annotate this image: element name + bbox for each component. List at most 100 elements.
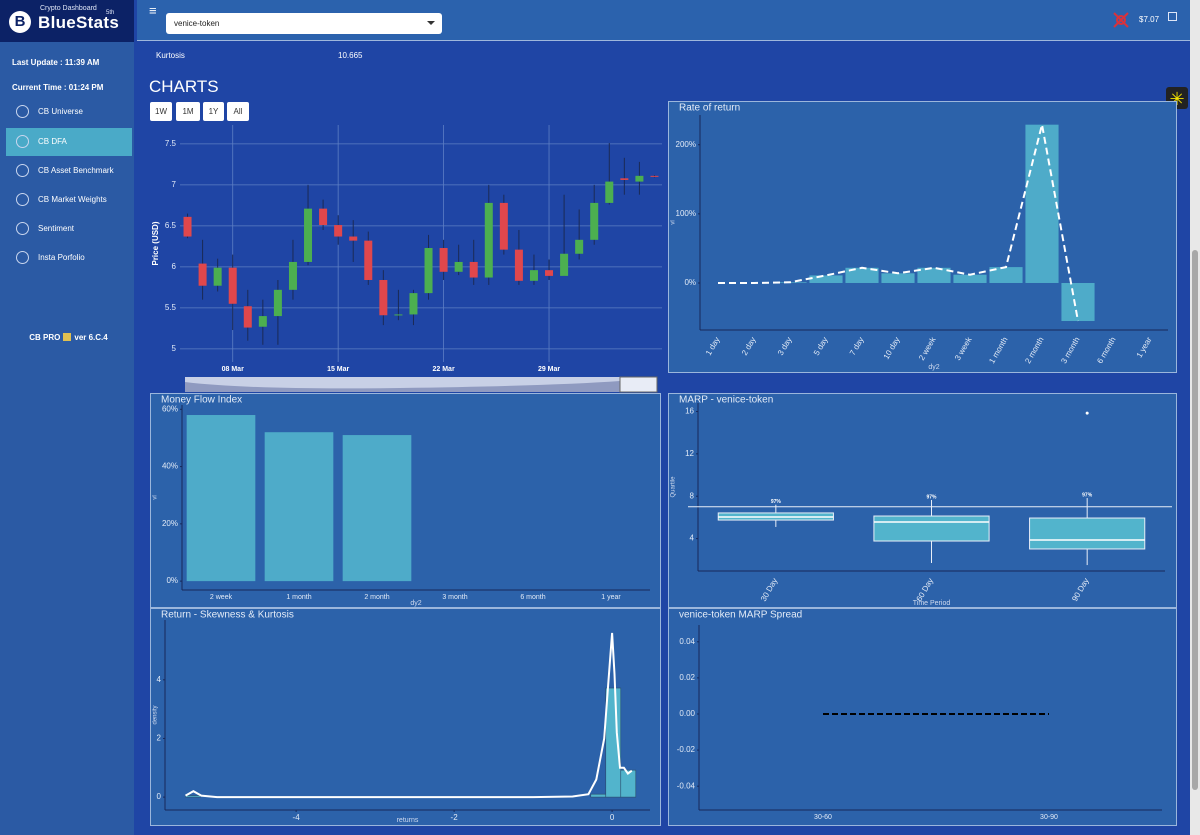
panel [668, 608, 1177, 826]
y-tick-label: 40% [162, 462, 178, 471]
candle-body [545, 270, 554, 276]
y-tick-label: 60% [162, 404, 178, 413]
stats-row: Kurtosis 10.665 [148, 42, 1176, 68]
candle-body [409, 293, 418, 315]
nav-icon [16, 164, 29, 177]
candle-body [334, 225, 343, 237]
range-button[interactable]: 1W [150, 102, 172, 121]
bar [989, 267, 1023, 283]
bar [917, 267, 951, 283]
x-tick-label: -2 [451, 813, 459, 822]
outlier [1085, 411, 1089, 415]
slider-window[interactable] [619, 376, 658, 393]
nav-item[interactable]: CB Asset Benchmark [6, 157, 132, 185]
candle-body [454, 261, 463, 272]
nav-label: Sentiment [38, 224, 75, 233]
candle-body [379, 279, 388, 316]
x-axis-label: dy2 [410, 600, 421, 607]
nav-label: CB Market Weights [38, 195, 107, 204]
candle-body [590, 202, 599, 240]
brand-subtitle: Crypto Dashboard [40, 5, 97, 12]
candle-body [424, 248, 433, 294]
nav-icon [16, 222, 29, 235]
nav-label: CB Asset Benchmark [38, 166, 114, 175]
version: CB PRO ver 6.C.4 [0, 333, 137, 342]
nav-item[interactable]: CB Universe [6, 98, 132, 126]
nav-item[interactable]: Insta Porfolio [6, 244, 132, 272]
chart-title: Money Flow Index [161, 395, 242, 406]
version-name: CB PRO [29, 333, 61, 342]
candle-body [605, 181, 614, 203]
y-tick-label: 0.04 [679, 637, 695, 646]
candle-body [469, 261, 478, 278]
candle-body [213, 267, 222, 286]
y-tick-label: 100% [676, 209, 696, 218]
candle-body [243, 306, 252, 328]
token-select[interactable]: venice-token [166, 13, 442, 34]
x-tick-label: 6 month [520, 594, 545, 601]
y-tick-label: 5.5 [165, 303, 177, 312]
version-icon [63, 333, 72, 341]
x-tick-label: 1 month [286, 594, 311, 601]
top-bar: ≡ venice-token $7.07 [137, 0, 1190, 41]
y-tick-label: 8 [690, 491, 695, 500]
scrollbar [1190, 0, 1200, 835]
nav-item[interactable]: CB Market Weights [6, 186, 132, 214]
y-tick-label: 4 [157, 675, 162, 684]
candle-body [575, 239, 584, 254]
y-tick-label: 0 [157, 792, 162, 801]
x-axis-label: returns [397, 817, 419, 824]
sidebar: B Crypto Dashboard BlueStats 5th Last Up… [0, 0, 134, 835]
bar [264, 432, 334, 582]
candle-body [620, 178, 629, 180]
token-price: $7.07 [1139, 15, 1160, 24]
x-tick-label: 30-60 [814, 814, 832, 821]
panel [150, 608, 661, 826]
candle-body [364, 240, 373, 280]
nav-label: Insta Porfolio [38, 253, 85, 262]
density-line [185, 632, 633, 799]
panel [668, 101, 1177, 373]
candle-body [635, 175, 644, 182]
candle-body [319, 208, 328, 226]
candle-body [304, 208, 313, 262]
logo: B Crypto Dashboard BlueStats 5th [0, 0, 134, 42]
y-tick-label: 7.5 [165, 139, 177, 148]
candle-body [198, 263, 207, 286]
nav-icon [16, 135, 29, 148]
candle-body [288, 261, 297, 290]
nav-item[interactable]: Sentiment [6, 215, 132, 243]
range-button[interactable]: All [227, 102, 249, 121]
range-button[interactable]: 1Y [203, 102, 224, 121]
x-tick-label: 2 week [210, 594, 233, 601]
version-number: ver 6.C.4 [74, 333, 108, 342]
bar [342, 435, 412, 582]
bar [1025, 124, 1059, 283]
menu-button[interactable]: ≡ [149, 3, 157, 18]
x-tick-label: 30-90 [1040, 814, 1058, 821]
box [1029, 517, 1146, 550]
range-button[interactable]: 1M [176, 102, 200, 121]
y-tick-label: -0.04 [677, 781, 696, 790]
y-tick-label: 6.5 [165, 221, 177, 230]
brand: BlueStats [38, 13, 120, 32]
bar [953, 274, 987, 283]
x-tick-label: 22 Mar [433, 366, 455, 373]
bar [845, 267, 879, 283]
x-tick-label: 3 month [442, 594, 467, 601]
x-tick-label: 29 Mar [538, 366, 560, 373]
candle-body [258, 316, 267, 327]
y-axis-label: vl [153, 495, 159, 499]
y-tick-label: 2 [157, 734, 162, 743]
nav-item[interactable]: CB DFA [6, 128, 132, 156]
y-tick-label: 20% [162, 519, 178, 528]
bar [881, 273, 915, 283]
x-tick-label: 08 Mar [222, 366, 244, 373]
y-axis-label: density [153, 705, 159, 724]
section-title: CHARTS [149, 77, 219, 96]
y-axis-label: vl [671, 220, 677, 224]
histogram-bar [620, 769, 637, 798]
calendar-icon[interactable] [1168, 12, 1177, 21]
x-tick-label: 1 year [601, 594, 621, 601]
